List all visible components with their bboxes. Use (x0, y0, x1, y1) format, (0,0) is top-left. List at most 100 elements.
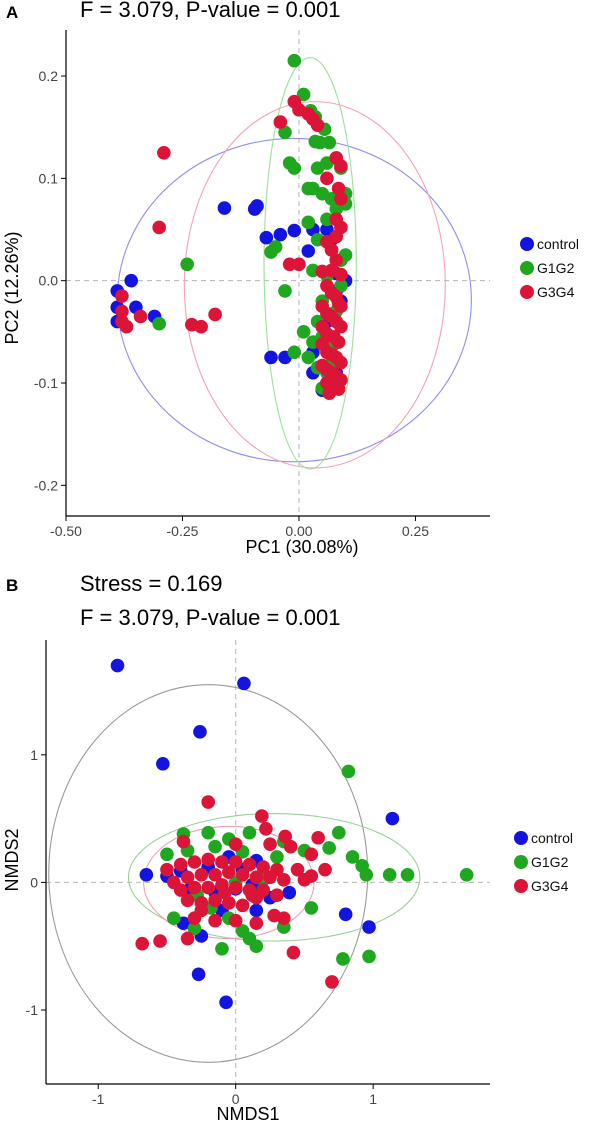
nmds-point-g1g2 (341, 764, 356, 779)
pca-point-g1g2 (287, 161, 302, 175)
nmds-point-g3g4 (318, 862, 332, 877)
panel-a-label: A (6, 3, 18, 22)
pca-point-g3g4 (115, 314, 129, 329)
panel-b-stress-line: Stress = 0.169 (80, 571, 222, 596)
pca-point-g1g2 (301, 350, 316, 365)
nmds-point-g3g4 (222, 865, 236, 880)
pca-legend-label-control: control (537, 236, 579, 252)
pca-point-g1g2 (264, 245, 278, 259)
nmds-point-g1g2 (359, 867, 374, 882)
pca-legend-label-g3g4: G3G4 (537, 284, 575, 300)
nmds-point-g3g4 (325, 975, 339, 989)
nmds-point-g3g4 (228, 880, 243, 895)
nmds-point-g1g2 (331, 825, 346, 840)
nmds-point-g3g4 (217, 885, 232, 900)
nmds-legend-label-g3g4: G3G4 (531, 878, 569, 894)
nmds-point-control (156, 756, 170, 771)
pca-tick-group: -0.50 -0.25 0.00 0.25 -0.2 -0.1 0.0 0.1 0.2 (34, 68, 429, 539)
nmds-point-g1g2 (400, 867, 415, 882)
pca-point-g1g2 (324, 192, 339, 206)
nmds-point-control (362, 920, 376, 934)
pca-y-tick-label: -0.2 (34, 477, 58, 493)
pca-point-g3g4 (157, 145, 171, 160)
nmds-point-g1g2 (187, 921, 202, 936)
pca-point-g3g4 (292, 257, 306, 272)
pca-ellipse-g3g4 (183, 101, 446, 469)
nmds-point-g1g2 (208, 839, 222, 854)
nmds-point-g3g4 (277, 911, 291, 925)
nmds-x-tick-label: 0 (232, 1091, 240, 1107)
nmds-point-g3g4 (228, 855, 243, 869)
nmds-point-g1g2 (160, 847, 174, 862)
pca-point-control (264, 350, 278, 365)
nmds-point-control (282, 885, 297, 900)
pca-legend: control G1G2 G3G4 (520, 236, 579, 300)
pca-point-g3g4 (324, 243, 339, 257)
pca-y-tick-label: 0.2 (39, 68, 59, 84)
nmds-ellipse-g1g2 (127, 812, 421, 942)
pca-point-g3g4 (334, 319, 348, 334)
nmds-point-g3g4 (256, 860, 270, 874)
pca-point-g3g4 (320, 171, 334, 186)
nmds-panel: B Stress = 0.169 F = 3.079, P-value = 0.… (2, 571, 573, 1124)
nmds-point-control (193, 725, 207, 739)
nmds-point-g1g2 (336, 952, 350, 966)
nmds-point-g3g4 (259, 822, 273, 836)
nmds-point-control (385, 811, 400, 826)
nmds-point-control (249, 903, 264, 918)
nmds-point-g3g4 (311, 830, 325, 845)
nmds-point-control (338, 907, 353, 922)
nmds-point-g3g4 (180, 893, 195, 908)
pca-point-g3g4 (115, 289, 129, 303)
pca-point-control (273, 227, 288, 242)
pca-point-g3g4 (322, 386, 337, 401)
nmds-point-g3g4 (187, 880, 202, 895)
nmds-point-g3g4 (201, 880, 216, 895)
pca-point-g1g2 (334, 278, 348, 293)
nmds-y-axis-title: NMDS2 (2, 828, 22, 891)
pca-x-tick-label: 0.25 (402, 523, 429, 539)
nmds-point-g3g4 (180, 870, 195, 885)
nmds-point-g1g2 (459, 867, 474, 882)
pca-point-g3g4 (310, 118, 325, 132)
nmds-y-tick-label: 0 (30, 874, 38, 890)
nmds-point-control (237, 676, 251, 691)
pca-point-g1g2 (329, 202, 344, 216)
nmds-point-g3g4 (255, 809, 269, 823)
pca-point-g3g4 (329, 253, 344, 268)
nmds-point-g1g2 (362, 949, 376, 964)
nmds-point-g3g4 (277, 873, 291, 887)
nmds-legend-label-control: control (531, 830, 573, 846)
nmds-point-g1g2 (242, 825, 257, 840)
pca-ellipse-g1g2 (263, 57, 357, 470)
nmds-point-g1g2 (322, 841, 336, 855)
nmds-x-axis-title: NMDS1 (216, 1104, 279, 1124)
pca-point-g1g2 (152, 316, 166, 331)
pca-point-control (287, 223, 302, 238)
pca-point-g1g2 (322, 135, 337, 150)
pca-point-g1g2 (320, 212, 334, 227)
pca-point-g3g4 (334, 192, 348, 206)
pca-x-tick-label: 0.00 (285, 523, 312, 539)
nmds-point-g3g4 (208, 893, 222, 908)
nmds-point-g3g4 (249, 870, 264, 885)
pca-y-tick-label: 0.1 (39, 170, 59, 186)
nmds-point-g3g4 (235, 867, 250, 882)
nmds-point-g3g4 (173, 857, 188, 872)
pca-point-g3g4 (273, 115, 288, 129)
pca-point-control (259, 230, 274, 245)
nmds-point-g3g4 (153, 934, 167, 948)
pca-point-g3g4 (115, 304, 129, 319)
nmds-point-g3g4 (304, 869, 319, 883)
nmds-point-g1g2 (201, 825, 216, 840)
nmds-legend-marker-g3g4 (514, 879, 528, 893)
nmds-point-g3g4 (208, 867, 222, 882)
pca-point-g1g2 (308, 134, 323, 149)
nmds-point-control (219, 995, 233, 1010)
pca-point-control (124, 273, 139, 288)
pca-point-g3g4 (331, 181, 346, 196)
pca-legend-marker-g3g4 (520, 285, 534, 299)
nmds-x-tick-label: -1 (92, 1091, 105, 1107)
pca-point-g1g2 (296, 87, 311, 102)
